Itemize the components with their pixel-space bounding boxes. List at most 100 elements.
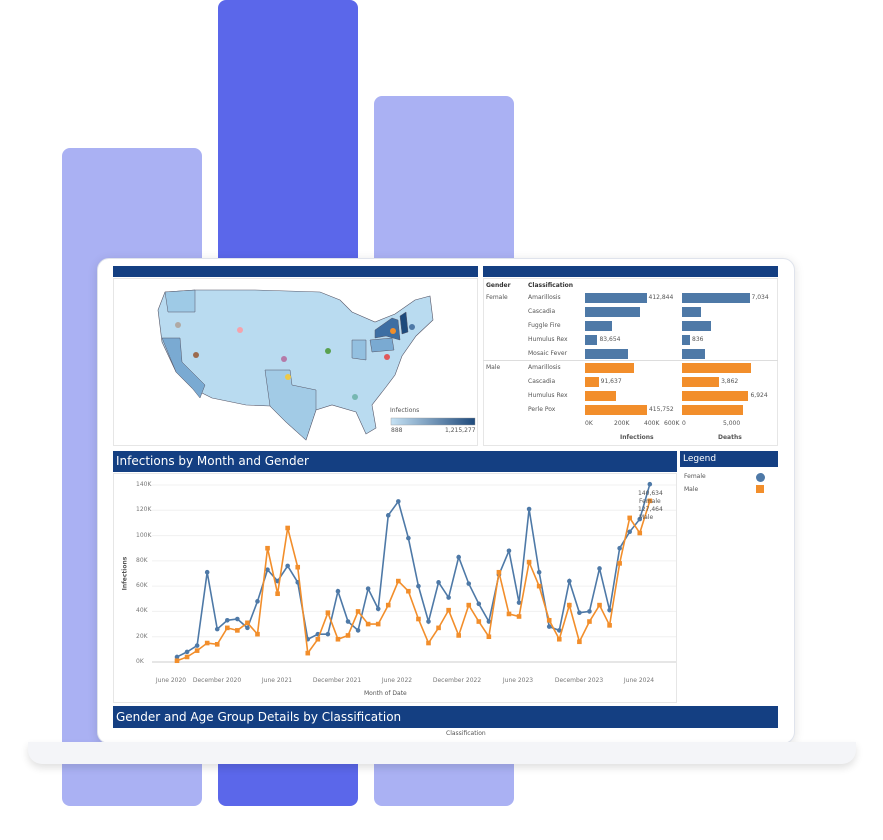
male-point[interactable] [275, 591, 280, 597]
female-point[interactable] [506, 548, 512, 554]
infections-bar[interactable] [585, 335, 598, 345]
female-point[interactable] [556, 628, 562, 633]
infections-bar[interactable] [585, 377, 599, 387]
male-point[interactable] [265, 545, 270, 551]
female-point[interactable] [255, 599, 260, 604]
female-point[interactable] [607, 607, 612, 613]
deaths-bar[interactable] [682, 377, 720, 387]
female-point[interactable] [345, 619, 351, 624]
male-point[interactable] [516, 614, 522, 619]
male-point[interactable] [496, 569, 502, 575]
infections-bar[interactable] [585, 293, 647, 303]
male-point[interactable] [476, 619, 482, 624]
female-point[interactable] [436, 580, 441, 585]
male-point[interactable] [466, 602, 472, 608]
male-point[interactable] [567, 602, 572, 608]
female-point[interactable] [456, 554, 461, 560]
deaths-bar[interactable] [682, 335, 691, 345]
infections-bar[interactable] [585, 405, 647, 415]
female-point[interactable] [536, 569, 542, 575]
deaths-bar[interactable] [682, 349, 706, 359]
male-point[interactable] [617, 561, 622, 566]
female-point[interactable] [235, 616, 240, 622]
female-point[interactable] [214, 626, 220, 632]
male-point[interactable] [396, 578, 401, 584]
male-point[interactable] [315, 636, 321, 642]
deaths-bar[interactable] [682, 391, 749, 401]
female-point[interactable] [174, 654, 180, 660]
male-point[interactable] [335, 636, 341, 642]
infections-bar[interactable] [585, 307, 641, 317]
male-point[interactable] [436, 625, 441, 631]
infections-bar[interactable] [585, 349, 629, 359]
male-point[interactable] [375, 621, 381, 627]
female-point[interactable] [285, 563, 290, 569]
male-point[interactable] [285, 525, 290, 531]
female-point[interactable] [597, 566, 602, 571]
female-point[interactable] [194, 643, 200, 648]
female-point[interactable] [516, 600, 522, 605]
male-point[interactable] [345, 633, 351, 638]
female-point[interactable] [406, 535, 411, 541]
female-point[interactable] [446, 595, 451, 600]
deaths-bar[interactable] [682, 293, 750, 303]
male-point[interactable] [506, 611, 512, 617]
female-point[interactable] [385, 513, 391, 518]
female-point[interactable] [476, 601, 482, 607]
male-point[interactable] [235, 628, 240, 633]
male-point[interactable] [587, 619, 592, 624]
male-point[interactable] [536, 583, 542, 589]
infections-bar[interactable] [585, 321, 612, 331]
female-point[interactable] [637, 516, 643, 522]
legend-female-circle[interactable] [756, 473, 765, 482]
female-point[interactable] [245, 625, 250, 631]
deaths-bar[interactable] [682, 405, 743, 415]
female-point[interactable] [647, 481, 653, 487]
male-point[interactable] [255, 631, 260, 637]
male-point[interactable] [526, 559, 532, 565]
female-point[interactable] [526, 506, 532, 512]
male-point[interactable] [426, 640, 431, 646]
female-point[interactable] [335, 588, 341, 594]
female-point[interactable] [265, 567, 270, 573]
female-point[interactable] [204, 569, 210, 575]
male-point[interactable] [355, 609, 361, 614]
female-point[interactable] [426, 619, 431, 624]
male-point[interactable] [486, 634, 492, 640]
male-point[interactable] [546, 617, 552, 623]
deaths-bar[interactable] [682, 321, 711, 331]
deaths-bar[interactable] [682, 307, 702, 317]
male-point[interactable] [607, 623, 612, 628]
female-point[interactable] [466, 581, 472, 586]
male-point[interactable] [174, 658, 180, 664]
male-point[interactable] [204, 640, 210, 646]
female-point[interactable] [396, 499, 401, 504]
male-point[interactable] [305, 650, 311, 656]
male-point[interactable] [416, 616, 421, 622]
female-point[interactable] [416, 583, 421, 589]
male-point[interactable] [406, 588, 411, 594]
female-point[interactable] [375, 606, 381, 612]
male-point[interactable] [214, 642, 220, 647]
female-point[interactable] [325, 631, 331, 637]
infections-bar[interactable] [585, 391, 616, 401]
male-point[interactable] [637, 530, 643, 536]
male-point[interactable] [627, 515, 632, 521]
female-point[interactable] [617, 545, 622, 551]
male-point[interactable] [295, 564, 301, 570]
female-point[interactable] [546, 624, 552, 629]
female-point[interactable] [587, 609, 592, 614]
deaths-bar[interactable] [682, 363, 752, 373]
male-point[interactable] [577, 639, 582, 645]
male-point[interactable] [556, 636, 562, 642]
female-point[interactable] [486, 619, 492, 624]
male-point[interactable] [385, 602, 391, 608]
infections-bar[interactable] [585, 363, 635, 373]
male-point[interactable] [245, 620, 250, 626]
male-point[interactable] [446, 607, 451, 613]
male-point[interactable] [184, 654, 190, 660]
female-point[interactable] [577, 610, 582, 615]
female-point[interactable] [184, 649, 190, 655]
male-point[interactable] [647, 498, 653, 504]
